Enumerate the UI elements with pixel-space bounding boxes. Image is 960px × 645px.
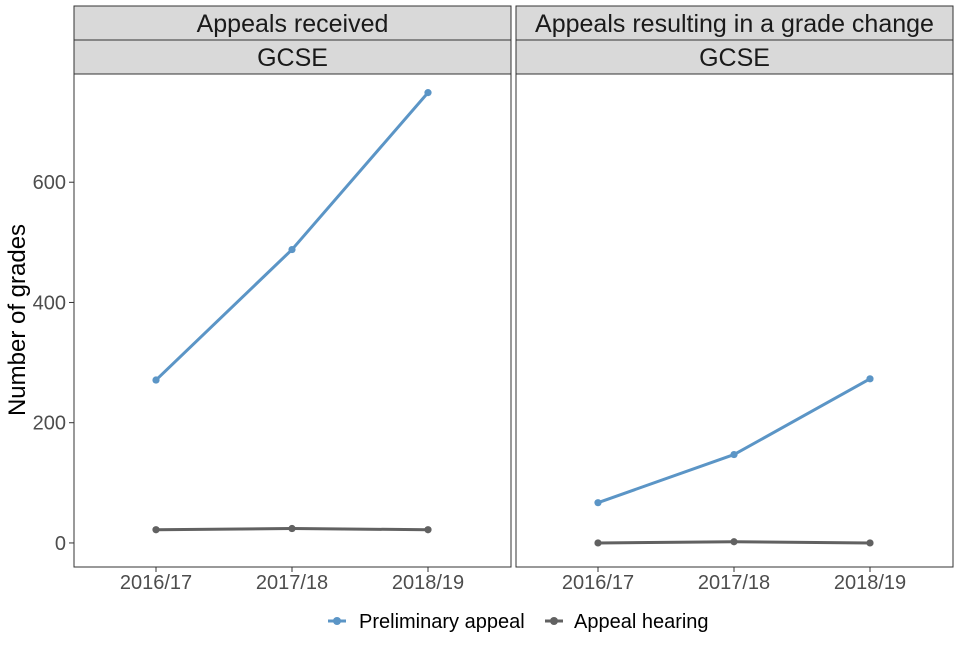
panel-1-subtitle-strip	[73, 39, 512, 75]
panel-1-series-preliminary-appeal-point-2018/19	[424, 89, 432, 97]
y-axis-title: Number of grades	[4, 224, 31, 416]
legend-label-hearing: Appeal hearing	[574, 611, 709, 633]
panel-1-x-tick-label-2016/17: 2016/17	[120, 572, 192, 594]
panel-2-series-appeal-hearing-point-2016/17	[594, 539, 602, 547]
panel-1-x-tick-label-2017/18: 2017/18	[256, 572, 328, 594]
panel-2-title: Appeals resulting in a grade change	[535, 10, 934, 38]
y-tick-label-600: 600	[33, 172, 66, 194]
panel-1-series-appeal-hearing-point-2016/17	[152, 526, 160, 534]
panel-1-subtitle: GCSE	[257, 44, 328, 72]
panel-1-title-strip	[73, 5, 512, 41]
panel-1-plot-area	[73, 73, 512, 568]
y-tick-label-400: 400	[33, 292, 66, 314]
y-tick-label-0: 0	[55, 533, 66, 555]
panel-1-series-appeal-hearing-point-2018/19	[424, 526, 432, 534]
legend-key-hearing-point	[550, 617, 558, 625]
panel-2-subtitle-strip	[515, 39, 954, 75]
panel-2-plot-area	[515, 73, 954, 568]
panel-2-x-tick-label-2018/19: 2018/19	[834, 572, 906, 594]
panel-2-series-appeal-hearing-point-2017/18	[730, 538, 738, 546]
y-tick-label-200: 200	[33, 413, 66, 435]
panel-2-x-tick-label-2016/17: 2016/17	[562, 572, 634, 594]
panel-2-subtitle: GCSE	[699, 44, 770, 72]
legend: Preliminary appeal Appeal hearing	[328, 611, 709, 633]
legend-label-preliminary: Preliminary appeal	[359, 611, 525, 633]
panel-2-x-tick-label-2017/18: 2017/18	[698, 572, 770, 594]
panel-1-series-preliminary-appeal-point-2017/18	[288, 245, 296, 254]
panel-1-x-tick-label-2018/19: 2018/19	[392, 572, 464, 594]
panel-1-title: Appeals received	[197, 10, 389, 38]
chart-marks: 0 200 400 600 2016/17 2017/18 2018/19 2016/17 20…	[33, 89, 906, 594]
panel-1-series-preliminary-appeal-point-2016/17	[152, 376, 160, 384]
panel-2-series-preliminary-appeal-point-2017/18	[730, 450, 738, 459]
panel-2-title-strip	[515, 5, 954, 41]
panel-2-series-preliminary-appeal-point-2018/19	[866, 375, 874, 383]
legend-key-preliminary-point	[333, 617, 341, 625]
panel-2-series-preliminary-appeal-point-2016/17	[594, 499, 602, 507]
panel-1-series-appeal-hearing-point-2017/18	[288, 524, 296, 533]
panel-2-series-appeal-hearing-point-2018/19	[866, 539, 874, 547]
